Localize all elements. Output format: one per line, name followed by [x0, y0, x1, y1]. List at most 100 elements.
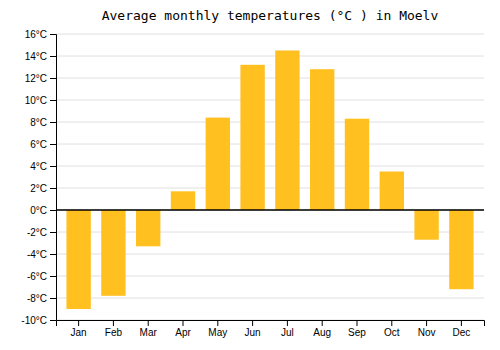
tick-mark	[287, 320, 288, 326]
tick-label: Jul	[281, 327, 294, 338]
tick-label: Apr	[175, 327, 191, 338]
x-tick: May	[208, 320, 227, 338]
y-tick: 16°C	[25, 29, 56, 40]
tick-mark	[322, 320, 323, 326]
x-tick: Apr	[175, 320, 191, 338]
title: Average monthly temperatures (°C ) in Mo…	[102, 8, 439, 23]
tick-mark	[217, 320, 218, 326]
y-axis: -10°C -8°C -6°C -4°C -2°C 0°C 2°C 4°C 6°C 8°C 10°C…	[21, 29, 56, 326]
tick-label: Aug	[313, 327, 331, 338]
tick-label: 10°C	[25, 95, 47, 106]
tick-label: -10°C	[21, 315, 47, 326]
grid-line	[56, 210, 484, 211]
tick-mark	[426, 320, 427, 326]
x-tick: Jan	[71, 320, 87, 338]
tick-mark	[50, 276, 56, 277]
axis-line	[57, 321, 485, 327]
tick-mark	[50, 122, 56, 123]
x-tick: Oct	[384, 320, 400, 338]
tick-mark	[50, 78, 56, 79]
tick-label: Sep	[348, 327, 366, 338]
x-axis: Jan Feb Mar Apr May Jun Jul Aug Sep Oct Nov Dec	[57, 320, 485, 338]
x-tick: Feb	[105, 320, 123, 338]
grid-line	[56, 188, 484, 189]
tick-mark	[252, 320, 253, 326]
y-tick: 12°C	[25, 73, 56, 84]
tick-mark	[183, 320, 184, 326]
tick-label: 2°C	[30, 183, 47, 194]
axis-line	[50, 35, 57, 321]
x-tick: Sep	[348, 320, 366, 338]
y-tick: -6°C	[27, 271, 56, 282]
tick-label: 12°C	[25, 73, 47, 84]
y-tick: 0°C	[30, 205, 56, 216]
tick-label: -2°C	[27, 227, 47, 238]
grid	[56, 34, 484, 320]
tick-label: -4°C	[27, 249, 47, 260]
tick-label: Oct	[384, 327, 400, 338]
tick-mark	[50, 298, 56, 299]
y-tick: 2°C	[30, 183, 56, 194]
bar	[101, 210, 125, 296]
tick-mark	[50, 232, 56, 233]
x-tick: Aug	[313, 320, 331, 338]
tick-label: -8°C	[27, 293, 47, 304]
tick-mark	[50, 254, 56, 255]
tick-mark	[50, 166, 56, 167]
bar	[206, 118, 230, 210]
tick-label: 6°C	[30, 139, 47, 150]
bar	[66, 210, 90, 309]
tick-mark	[113, 320, 114, 326]
y-tick: -2°C	[27, 227, 56, 238]
tick-mark	[148, 320, 149, 326]
grid-line	[56, 122, 484, 123]
grid-line	[56, 144, 484, 145]
y-tick: -8°C	[27, 293, 56, 304]
bar	[171, 191, 195, 210]
tick-mark	[50, 100, 56, 101]
grid-line	[56, 34, 484, 35]
bars	[66, 51, 473, 310]
y-tick: 6°C	[30, 139, 56, 150]
tick-mark	[50, 320, 56, 321]
bar	[136, 210, 160, 246]
y-tick: 10°C	[25, 95, 56, 106]
tick-label: 14°C	[25, 51, 47, 62]
bar	[380, 172, 404, 211]
tick-mark	[50, 56, 56, 57]
tick-mark	[356, 320, 357, 326]
grid-line	[56, 78, 484, 79]
bar	[345, 119, 369, 210]
y-tick: -10°C	[21, 315, 56, 326]
tick-label: Dec	[452, 327, 470, 338]
tick-label: Feb	[105, 327, 123, 338]
tick-label: 16°C	[25, 29, 47, 40]
tick-label: 8°C	[30, 117, 47, 128]
tick-label: -6°C	[27, 271, 47, 282]
x-tick: Jun	[245, 320, 261, 338]
y-tick: 14°C	[25, 51, 56, 62]
x-tick: Mar	[140, 320, 158, 338]
tick-mark	[391, 320, 392, 326]
y-tick: 4°C	[30, 161, 56, 172]
tick-mark	[50, 210, 56, 211]
grid-line	[56, 298, 484, 299]
tick-label: Jan	[71, 327, 87, 338]
tick-label: Nov	[418, 327, 436, 338]
zero-line	[56, 209, 484, 211]
bar	[414, 210, 438, 240]
y-tick: 8°C	[30, 117, 56, 128]
tick-mark	[50, 144, 56, 145]
tick-mark	[461, 320, 462, 326]
tick-mark	[78, 320, 79, 326]
bar	[449, 210, 473, 289]
tick-label: 4°C	[30, 161, 47, 172]
tick-label: May	[208, 327, 227, 338]
tick-mark	[50, 34, 56, 35]
y-tick: -4°C	[27, 249, 56, 260]
bar	[275, 51, 299, 211]
grid-line	[56, 100, 484, 101]
x-tick: Jul	[281, 320, 294, 338]
tick-label: Jun	[245, 327, 261, 338]
bar	[310, 69, 334, 210]
